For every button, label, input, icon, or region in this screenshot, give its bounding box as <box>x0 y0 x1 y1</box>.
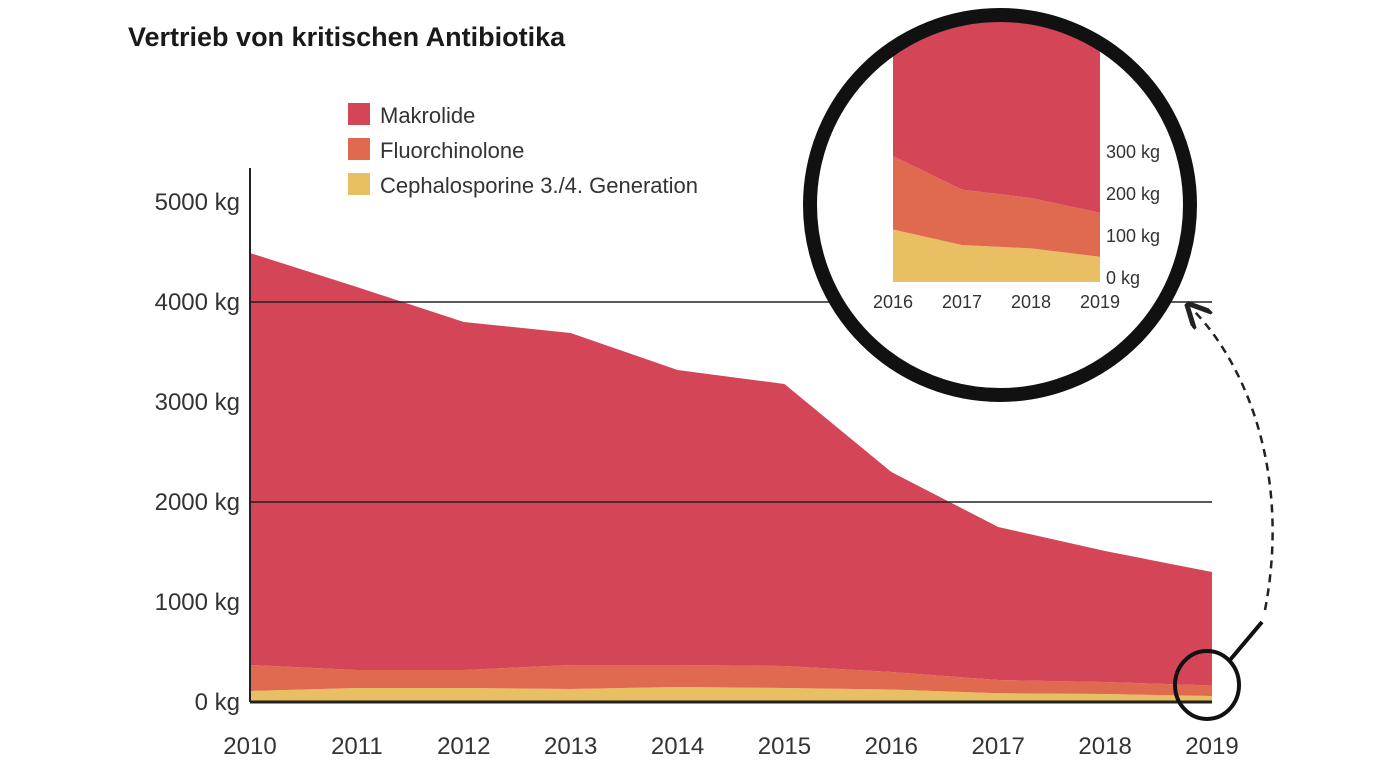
y-tick-label: 1000 kg <box>155 589 240 616</box>
x-tick-label: 2016 <box>865 733 918 760</box>
y-tick-label: 4000 kg <box>155 289 240 316</box>
x-tick-label: 2018 <box>1078 733 1131 760</box>
x-tick-label: 2015 <box>758 733 811 760</box>
inset-x-tick-label: 2017 <box>942 292 982 312</box>
x-tick-label: 2019 <box>1185 733 1238 760</box>
series-area-makrolide <box>250 253 1212 686</box>
y-tick-label: 0 kg <box>195 689 240 716</box>
main-plot <box>250 253 1212 702</box>
x-tick-label: 2011 <box>331 733 383 760</box>
series-area-cephalosporine-3-4-generation <box>250 687 1212 702</box>
magnifier-ring <box>803 8 1197 402</box>
inset-area-cephalosporine-3-4-generation <box>893 229 1100 282</box>
inset-y-tick-label: 200 kg <box>1106 184 1160 204</box>
inset-y-tick-label: 300 kg <box>1106 142 1160 162</box>
legend-label: Fluorchinolone <box>380 138 524 163</box>
legend-swatch <box>348 103 370 125</box>
magnifier-circle <box>1173 649 1241 721</box>
dashed-arrow <box>1195 312 1274 611</box>
y-tick-label: 3000 kg <box>155 389 240 416</box>
legend-label: Cephalosporine 3./4. Generation <box>380 173 698 198</box>
y-tick-label: 2000 kg <box>155 489 240 516</box>
inset-y-tick-label: 0 kg <box>1106 268 1140 288</box>
series-area-fluorchinolone <box>250 665 1212 696</box>
inset-magnifier: 2016 2017 2018 2019 0 kg 100 kg 200 kg 300 kg <box>803 8 1197 402</box>
y-tick-label: 5000 kg <box>155 189 240 216</box>
x-tick-label: 2012 <box>437 733 490 760</box>
inset-area-makrolide <box>893 19 1100 213</box>
magnifier-lens-small <box>1173 312 1274 721</box>
inset-x-tick-label: 2019 <box>1080 292 1120 312</box>
legend: Makrolide Fluorchinolone Cephalosporine 3.… <box>348 103 698 198</box>
x-tick-label: 2014 <box>651 733 704 760</box>
axes: 0 kg 1000 kg 2000 kg 3000 kg 4000 kg 5000 kg 2… <box>155 168 1239 760</box>
legend-label: Makrolide <box>380 103 475 128</box>
magnifier-handle <box>1228 620 1264 662</box>
x-tick-label: 2013 <box>544 733 597 760</box>
x-tick-label: 2010 <box>223 733 276 760</box>
inset-plot <box>814 19 1186 391</box>
inset-x-tick-label: 2018 <box>1011 292 1051 312</box>
x-tick-label: 2017 <box>972 733 1025 760</box>
inset-y-tick-label: 100 kg <box>1106 226 1160 246</box>
inset-area-fluorchinolone <box>893 156 1100 257</box>
legend-swatch <box>348 138 370 160</box>
chart-title: Vertrieb von kritischen Antibiotika <box>128 22 566 52</box>
legend-swatch <box>348 173 370 195</box>
inset-x-tick-label: 2016 <box>873 292 913 312</box>
